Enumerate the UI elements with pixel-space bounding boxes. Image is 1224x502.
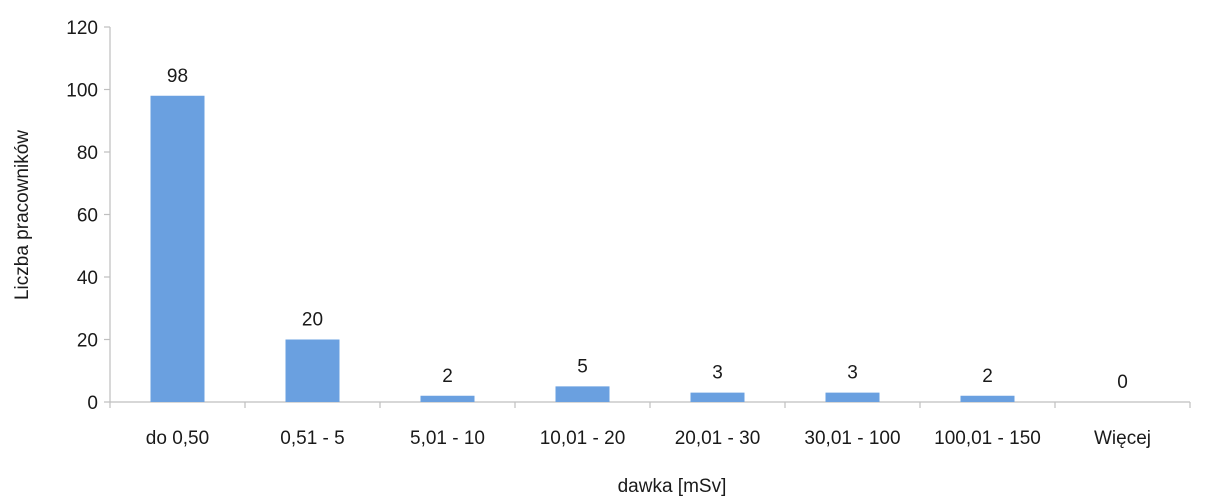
x-axis: do 0,50 0,51 - 5 5,01 - 10 10,01 - 20 20,01 … — [109, 401, 1191, 449]
y-tick-label: 0 — [87, 393, 98, 414]
bar — [825, 392, 880, 402]
x-tick-label: Więcej — [1094, 428, 1151, 449]
x-tick-label: 5,01 - 10 — [410, 428, 485, 449]
y-tick-label: 80 — [77, 143, 98, 164]
data-label: 0 — [1117, 372, 1128, 393]
data-label: 2 — [442, 366, 453, 387]
y-tick-label: 60 — [77, 206, 98, 227]
x-axis-title: dawka [mSv] — [618, 476, 727, 497]
bar — [150, 95, 205, 402]
x-tick-label: 10,01 - 20 — [540, 428, 626, 449]
data-label: 2 — [982, 366, 993, 387]
y-tick-label: 120 — [66, 18, 98, 39]
bar — [285, 339, 340, 402]
x-tick-label: 20,01 - 30 — [675, 428, 761, 449]
data-label: 3 — [712, 363, 723, 384]
x-tick-label: 0,51 - 5 — [280, 428, 344, 449]
x-tick-label: 100,01 - 150 — [934, 428, 1041, 449]
y-axis: 0 20 40 60 80 100 120 — [66, 18, 111, 414]
y-tick-label: 20 — [77, 331, 98, 352]
x-tick-label: 30,01 - 100 — [804, 428, 900, 449]
bar — [960, 395, 1015, 402]
data-label: 5 — [577, 356, 588, 377]
data-label: 3 — [847, 363, 858, 384]
data-label: 98 — [167, 66, 188, 87]
y-axis-title: Liczba pracowników — [12, 130, 33, 300]
y-tick-label: 100 — [66, 81, 98, 102]
bar — [555, 386, 610, 402]
bars — [150, 95, 1015, 402]
x-tick-label: do 0,50 — [146, 428, 209, 449]
y-tick-label: 40 — [77, 268, 98, 289]
bar — [690, 392, 745, 402]
bar — [420, 395, 475, 402]
data-label: 20 — [302, 310, 323, 331]
